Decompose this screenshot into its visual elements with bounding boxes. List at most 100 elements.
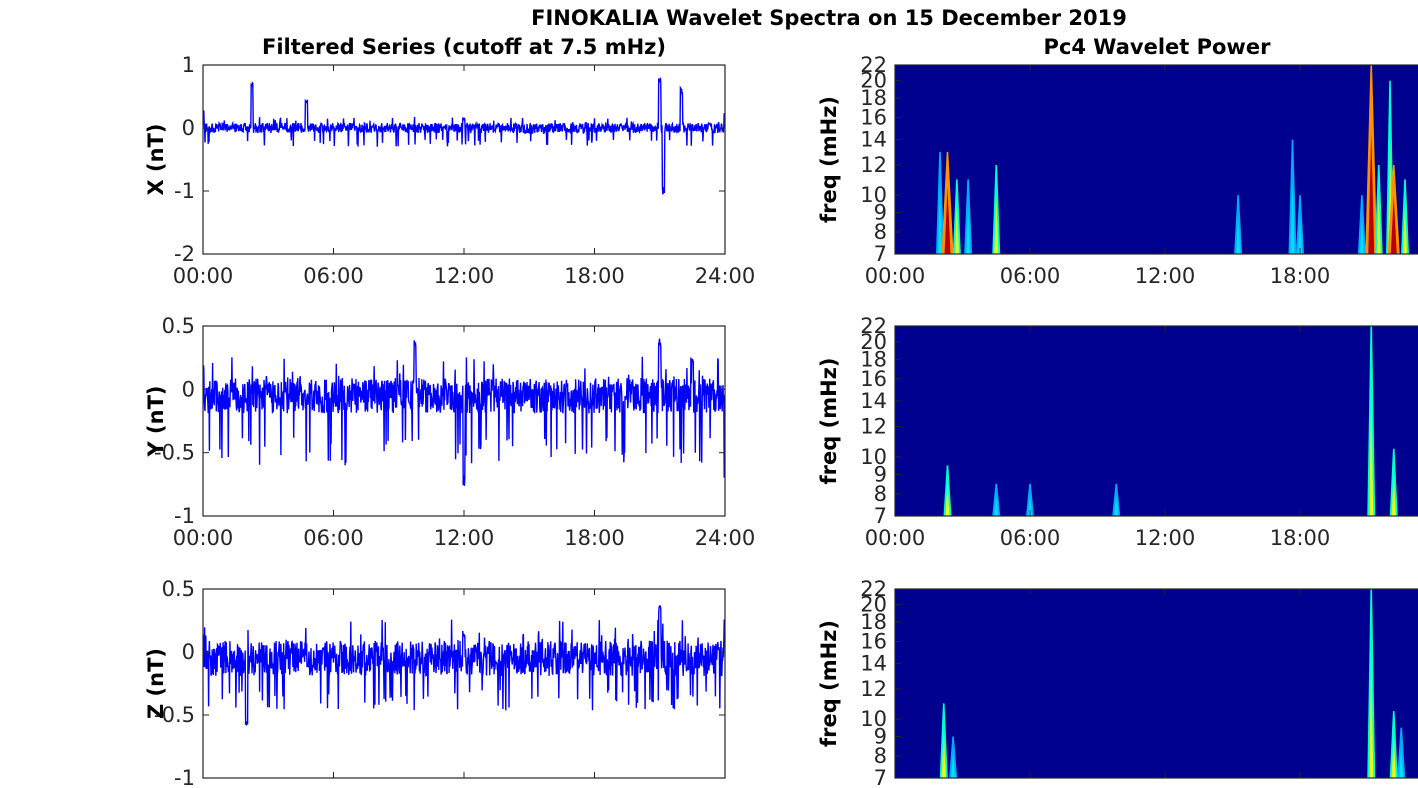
power-core [1028,495,1032,516]
x-tick-label: 06:00 [1000,264,1061,288]
x-tick-label: 12:00 [1135,526,1196,550]
y-tick-label: -2 [174,242,195,266]
power-core [1298,215,1302,254]
x-series-title: Filtered Series (cutoff at 7.5 mHz) [262,35,666,59]
z-series-line [203,605,725,727]
power-core [1368,131,1375,254]
power-core [1290,179,1295,254]
power-core [1369,392,1374,516]
y-tick-label: 18 [860,86,887,110]
y-wavelet-power [943,326,1398,516]
x-series-panel: 00:00 06:00 12:00 18:00 24:00 -2 -1 0 1 X (nT) Fil… [144,35,755,288]
power-core [1359,215,1364,254]
power-core [941,729,946,778]
power-core [1369,655,1374,778]
y-tick-label: 14 [860,389,887,413]
y-series-panel: 00:00 06:00 12:00 18:00 24:00 -1 -0.5 0 0.5 Y (nT… [144,314,755,550]
x-tick-label: 24:00 [695,264,756,288]
y-tick-label: 7 [874,242,887,266]
z-series-ylabel: Z (nT) [144,648,168,719]
y-series-line [203,338,725,486]
x-wavelet-ylabel: freq (mHz) [817,96,841,223]
x-wavelet-title: Pc4 Wavelet Power [1044,35,1272,59]
power-core [1376,196,1381,254]
y-tick-label: 0.5 [162,577,195,601]
x-tick-label: 24:00 [695,526,756,550]
power-core [994,495,999,516]
power-core [944,187,951,254]
z-wavelet-background [895,589,1418,778]
power-core [966,205,971,254]
y-tick-label: 0 [182,640,195,664]
x-tick-label: 00:00 [173,526,234,550]
power-core [1399,745,1404,778]
z-series-panel: -1 -0.5 0 0.5 Z (nT) [144,577,726,788]
x-tick-label: 06:00 [303,526,364,550]
power-core [1391,734,1396,778]
power-core [994,196,999,254]
y-tick-label: 12 [860,677,887,701]
y-tick-label: 9 [874,725,887,749]
power-core [1391,472,1396,516]
x-tick-label: 12:00 [434,264,495,288]
x-tick-label: 06:00 [303,264,364,288]
y-tick-label: 10 [860,707,887,731]
x-wavelet-panel: 00:0006:0012:0018:000078910121416182022f… [817,35,1418,288]
x-tick-label: 00:00 [865,264,926,288]
y-tick-label: 14 [860,128,887,152]
x-tick-label: 06:00 [1000,526,1061,550]
y-tick-label: 0 [182,116,195,140]
y-tick-label: 14 [860,652,887,676]
y-tick-label: 20 [860,69,887,93]
y-tick-label: 8 [874,744,887,768]
y-tick-label: 9 [874,201,887,225]
y-tick-label: -1 [174,766,195,788]
y-tick-label: -1 [174,504,195,528]
x-series-ylabel: X (nT) [144,124,168,196]
y-tick-label: 0 [182,377,195,401]
panels: 00:00 06:00 12:00 18:00 24:00 -2 -1 0 1 X (nT) Fil… [144,35,1418,788]
x-tick-label: 18:00 [564,526,625,550]
x-tick-label: 18:00 [1270,526,1331,550]
x-tick-label: 12:00 [1135,264,1196,288]
power-core [1403,205,1407,254]
x-tick-label: 18:00 [1270,264,1331,288]
y-tick-label: 22 [860,53,887,77]
y-wavelet-panel: 00:0006:0012:0018:000078910121416182022f… [817,314,1418,550]
y-tick-label: -1 [174,179,195,203]
y-tick-label: 22 [860,577,887,601]
y-tick-label: 20 [860,593,887,617]
x-tick-label: 12:00 [434,526,495,550]
power-core [954,205,959,254]
y-tick-label: 20 [860,330,887,354]
x-wavelet-background [895,65,1418,254]
y-tick-label: 7 [874,504,887,528]
x-tick-label: 00:00 [173,264,234,288]
y-tick-label: 12 [860,153,887,177]
y-tick-label: 16 [860,367,887,391]
y-series-ylabel: Y (nT) [144,386,168,458]
y-tick-label: 9 [874,462,887,486]
power-core [1114,495,1119,516]
y-tick-label: 18 [860,610,887,634]
y-tick-label: -0.5 [154,703,195,727]
y-wavelet-ylabel: freq (mHz) [817,358,841,485]
z-series-background [203,589,725,778]
y-tick-label: 12 [860,415,887,439]
x-tick-label: 18:00 [564,264,625,288]
y-wavelet-background [895,326,1418,516]
z-wavelet-power [939,589,1406,778]
y-tick-label: 1 [182,53,195,77]
y-tick-label: 8 [874,220,887,244]
y-tick-label: -0.5 [154,441,195,465]
y-tick-label: 18 [860,347,887,371]
power-core [951,751,956,778]
x-tick-label: 00:00 [865,526,926,550]
y-tick-label: 10 [860,183,887,207]
y-tick-label: 16 [860,630,887,654]
y-tick-label: 0.5 [162,314,195,338]
y-tick-label: 22 [860,314,887,338]
x-series-line [203,77,725,195]
